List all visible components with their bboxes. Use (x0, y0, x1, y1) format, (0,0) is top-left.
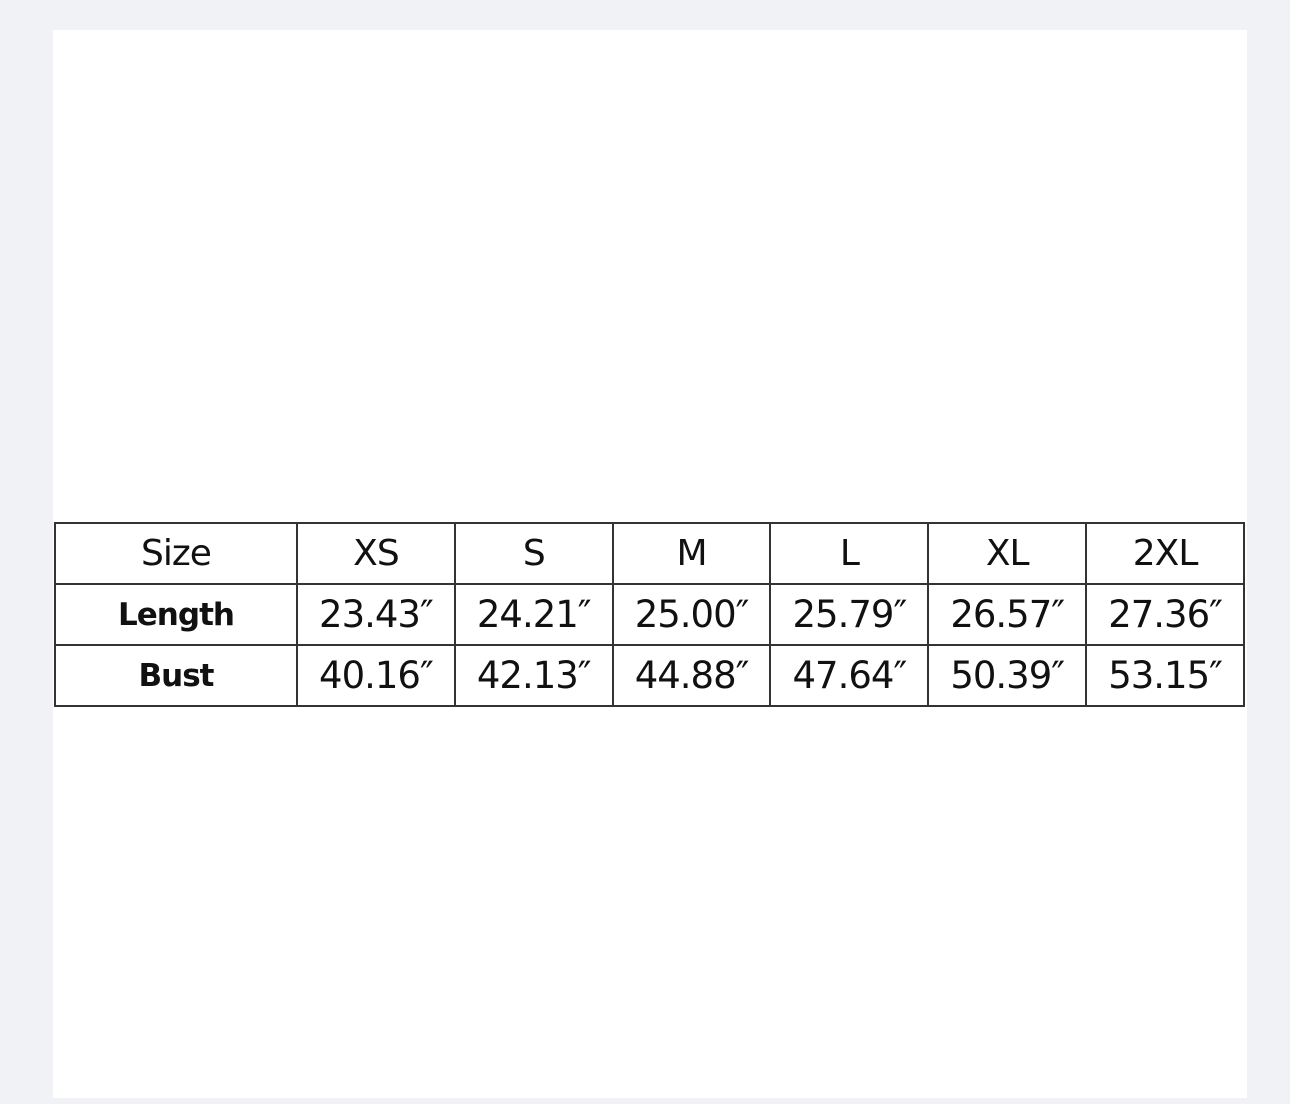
header-cell-xs: XS (296, 522, 456, 585)
header-cell-m: M (611, 522, 772, 585)
table-cell: 42.13″ (453, 644, 614, 707)
table-cell: 23.43″ (296, 583, 456, 646)
table-cell: 40.16″ (296, 644, 456, 707)
table-cell: 50.39″ (927, 644, 1088, 707)
table-cell: 47.64″ (769, 644, 930, 707)
table-cell: 25.00″ (611, 583, 772, 646)
header-cell-2xl: 2XL (1085, 522, 1245, 585)
content-panel: Size XS S M L XL 2XL Length 23.43″ 24.21… (53, 30, 1247, 1098)
header-cell-size: Size (54, 522, 298, 585)
size-chart-table: Size XS S M L XL 2XL Length 23.43″ 24.21… (54, 522, 1245, 707)
table-row-bust: Bust 40.16″ 42.13″ 44.88″ 47.64″ 50.39″ … (54, 644, 1245, 707)
header-cell-s: S (453, 522, 614, 585)
table-header-row: Size XS S M L XL 2XL (54, 522, 1245, 585)
row-label-length: Length (54, 583, 298, 646)
header-cell-xl: XL (927, 522, 1088, 585)
table-cell: 53.15″ (1085, 644, 1245, 707)
table-cell: 25.79″ (769, 583, 930, 646)
header-cell-l: L (769, 522, 930, 585)
table-cell: 44.88″ (611, 644, 772, 707)
table-cell: 24.21″ (453, 583, 614, 646)
table-cell: 27.36″ (1085, 583, 1245, 646)
table-row-length: Length 23.43″ 24.21″ 25.00″ 25.79″ 26.57… (54, 583, 1245, 646)
table-cell: 26.57″ (927, 583, 1088, 646)
row-label-bust: Bust (54, 644, 298, 707)
